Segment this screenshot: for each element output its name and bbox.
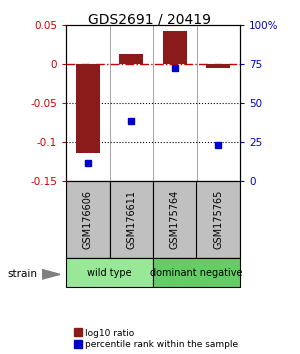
- Text: GSM176606: GSM176606: [83, 190, 93, 249]
- Text: wild type: wild type: [87, 268, 132, 278]
- Bar: [153, 181, 196, 258]
- Bar: [196, 181, 240, 258]
- Text: GSM175765: GSM175765: [213, 190, 223, 249]
- Bar: [206, 64, 230, 68]
- Bar: [153, 258, 240, 287]
- Text: GDS2691 / 20419: GDS2691 / 20419: [88, 12, 212, 27]
- Legend: log10 ratio, percentile rank within the sample: log10 ratio, percentile rank within the …: [74, 329, 238, 349]
- Bar: [66, 181, 110, 258]
- Polygon shape: [42, 269, 60, 279]
- Bar: [119, 55, 143, 64]
- Bar: [163, 31, 187, 64]
- Text: GSM175764: GSM175764: [170, 190, 180, 249]
- Text: dominant negative: dominant negative: [150, 268, 243, 278]
- Bar: [110, 181, 153, 258]
- Bar: [76, 64, 100, 153]
- Bar: [66, 258, 153, 287]
- Text: strain: strain: [8, 269, 38, 279]
- Text: GSM176611: GSM176611: [126, 190, 136, 249]
